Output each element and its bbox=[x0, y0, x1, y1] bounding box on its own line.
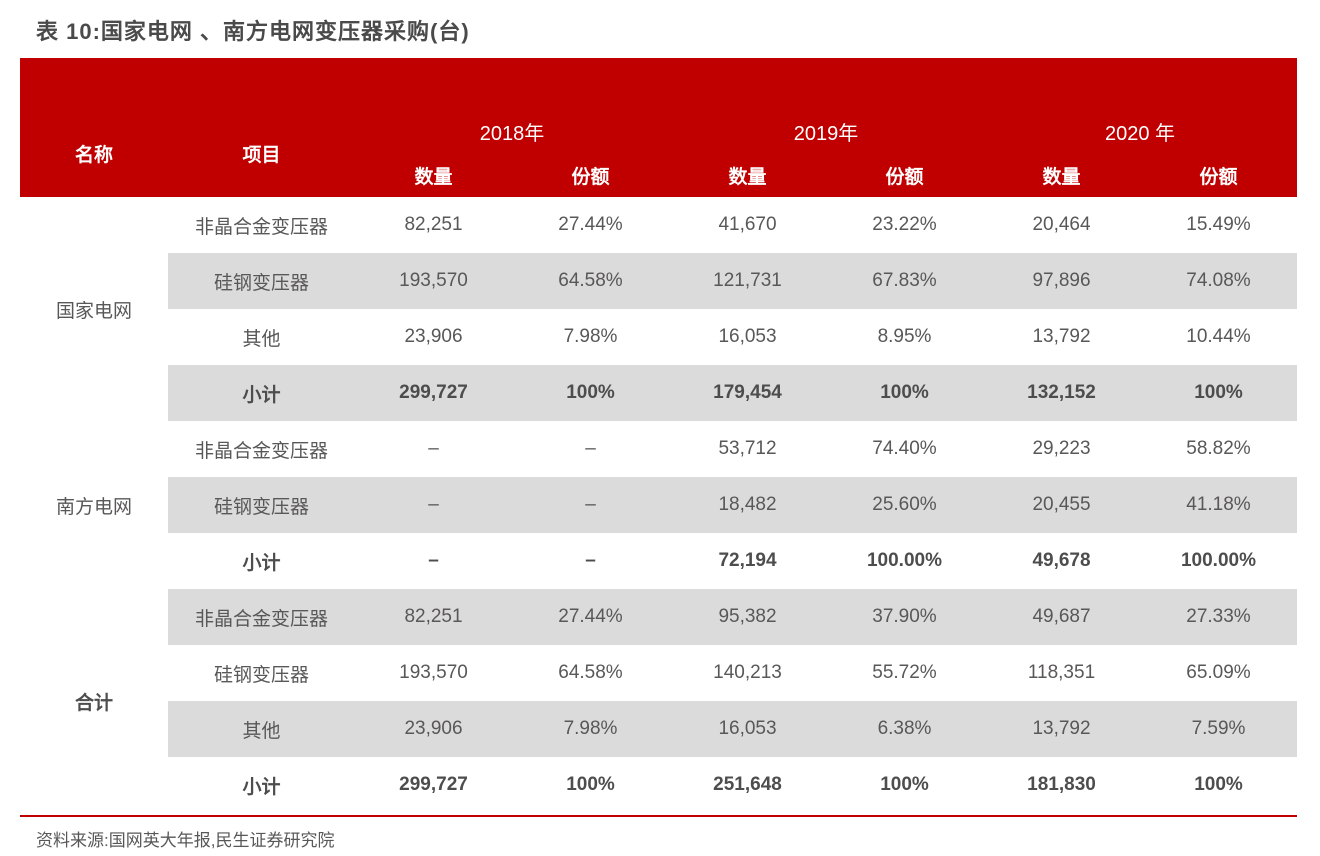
value-cell: 6.38% bbox=[826, 701, 983, 757]
value-cell: 23.22% bbox=[872, 214, 937, 235]
item-cell: 其他 bbox=[242, 328, 281, 350]
value-cell: 193,570 bbox=[399, 662, 468, 683]
value-cell: 27.44% bbox=[558, 214, 623, 235]
header-year-2019: 2019年 bbox=[793, 122, 859, 145]
value-cell: 25.60% bbox=[826, 477, 983, 533]
value-cell: 118,351 bbox=[1027, 662, 1096, 683]
value-cell: 53,712 bbox=[718, 438, 777, 459]
item-cell: 小计 bbox=[242, 552, 281, 574]
value-cell: 100% bbox=[566, 774, 615, 795]
value-cell: 13,792 bbox=[983, 701, 1140, 757]
value-cell: 18,482 bbox=[669, 477, 826, 533]
header-name-col: 名称 bbox=[74, 144, 113, 166]
header-year-2018: 2018年 bbox=[479, 122, 545, 145]
value-cell: 49,687 bbox=[983, 589, 1140, 645]
value-cell: 100.00% bbox=[866, 550, 942, 571]
value-cell: 100.00% bbox=[1180, 550, 1256, 571]
value-cell: 121,731 bbox=[669, 253, 826, 309]
header-item-col: 项目 bbox=[242, 144, 281, 166]
header-share-2019: 份额 bbox=[885, 166, 924, 188]
table-header: 名称 项目 2018年 2019年 2020 年 数量 份额 数量 份额 数量 … bbox=[20, 58, 1297, 197]
header-year-2020: 2020 年 bbox=[1104, 122, 1176, 145]
value-cell: – bbox=[585, 438, 596, 459]
table-body: 国家电网 非晶合金变压器 82,251 27.44% 41,670 23.22% 20,46… bbox=[20, 197, 1297, 813]
value-cell: 251,648 bbox=[713, 774, 782, 795]
value-cell: 23,906 bbox=[355, 701, 512, 757]
value-cell: 64.58% bbox=[512, 253, 669, 309]
value-cell: 181,830 bbox=[1027, 774, 1096, 795]
value-cell: 64.58% bbox=[558, 662, 623, 683]
value-cell: 95,382 bbox=[669, 589, 826, 645]
value-cell: 82,251 bbox=[404, 214, 463, 235]
value-cell: – bbox=[585, 550, 596, 571]
value-cell: 132,152 bbox=[983, 365, 1140, 421]
value-cell: 55.72% bbox=[872, 662, 937, 683]
value-cell: 23,906 bbox=[404, 326, 463, 347]
value-cell: 82,251 bbox=[355, 589, 512, 645]
value-cell: 7.59% bbox=[1140, 701, 1297, 757]
value-cell: 58.82% bbox=[1186, 438, 1251, 459]
value-cell: 16,053 bbox=[718, 326, 777, 347]
value-cell: 41.18% bbox=[1140, 477, 1297, 533]
value-cell: 74.40% bbox=[872, 438, 937, 459]
value-cell: 67.83% bbox=[826, 253, 983, 309]
value-cell: – bbox=[512, 477, 669, 533]
value-cell: 16,053 bbox=[669, 701, 826, 757]
value-cell: 100% bbox=[826, 365, 983, 421]
value-cell: 299,727 bbox=[355, 365, 512, 421]
value-cell: 100% bbox=[1140, 365, 1297, 421]
value-cell: 100% bbox=[880, 774, 929, 795]
value-cell: 10.44% bbox=[1186, 326, 1251, 347]
value-cell: 8.95% bbox=[877, 326, 932, 347]
value-cell: 37.90% bbox=[826, 589, 983, 645]
item-cell: 非晶合金变压器 bbox=[168, 589, 355, 645]
value-cell: 299,727 bbox=[399, 774, 468, 795]
value-cell: 100% bbox=[512, 365, 669, 421]
source-note: 资料来源:国网英大年报,民生证券研究院 bbox=[36, 831, 335, 850]
table-title: 表 10:国家电网 、南方电网变压器采购(台) bbox=[36, 19, 470, 44]
value-cell: 193,570 bbox=[355, 253, 512, 309]
group-cell: 国家电网 bbox=[20, 197, 168, 421]
value-cell: 65.09% bbox=[1186, 662, 1251, 683]
item-cell: 其他 bbox=[168, 701, 355, 757]
value-cell: 100% bbox=[1194, 774, 1243, 795]
group-cell: 南方电网 bbox=[20, 421, 168, 589]
value-cell: 49,678 bbox=[1032, 550, 1091, 571]
value-cell: 20,455 bbox=[983, 477, 1140, 533]
item-cell: 小计 bbox=[242, 776, 281, 798]
value-cell: 13,792 bbox=[1032, 326, 1091, 347]
value-cell: 97,896 bbox=[983, 253, 1140, 309]
value-cell: 72,194 bbox=[718, 550, 777, 571]
value-cell: 15.49% bbox=[1186, 214, 1251, 235]
value-cell: 74.08% bbox=[1140, 253, 1297, 309]
value-cell: 41,670 bbox=[718, 214, 777, 235]
value-cell: 27.33% bbox=[1140, 589, 1297, 645]
header-share-2020: 份额 bbox=[1199, 166, 1238, 188]
value-cell: – bbox=[428, 438, 439, 459]
procurement-table: 名称 项目 2018年 2019年 2020 年 数量 份额 数量 份额 数量 … bbox=[20, 58, 1297, 813]
header-qty-2020: 数量 bbox=[1042, 166, 1081, 188]
footer-rule bbox=[20, 815, 1297, 817]
value-cell: 140,213 bbox=[713, 662, 782, 683]
item-cell: 非晶合金变压器 bbox=[194, 440, 328, 462]
header-qty-2018: 数量 bbox=[414, 166, 453, 188]
value-cell: 20,464 bbox=[1032, 214, 1091, 235]
item-cell: 硅钢变压器 bbox=[213, 664, 309, 686]
item-cell: 小计 bbox=[168, 365, 355, 421]
value-cell: – bbox=[428, 550, 439, 571]
value-cell: 7.98% bbox=[512, 701, 669, 757]
item-cell: 硅钢变压器 bbox=[168, 477, 355, 533]
value-cell: 7.98% bbox=[563, 326, 618, 347]
value-cell: – bbox=[355, 477, 512, 533]
value-cell: 27.44% bbox=[512, 589, 669, 645]
item-cell: 非晶合金变压器 bbox=[194, 216, 328, 238]
header-share-2018: 份额 bbox=[571, 166, 610, 188]
value-cell: 179,454 bbox=[669, 365, 826, 421]
value-cell: 29,223 bbox=[1032, 438, 1091, 459]
item-cell: 硅钢变压器 bbox=[168, 253, 355, 309]
header-qty-2019: 数量 bbox=[728, 166, 767, 188]
group-cell: 合计 bbox=[20, 589, 168, 813]
